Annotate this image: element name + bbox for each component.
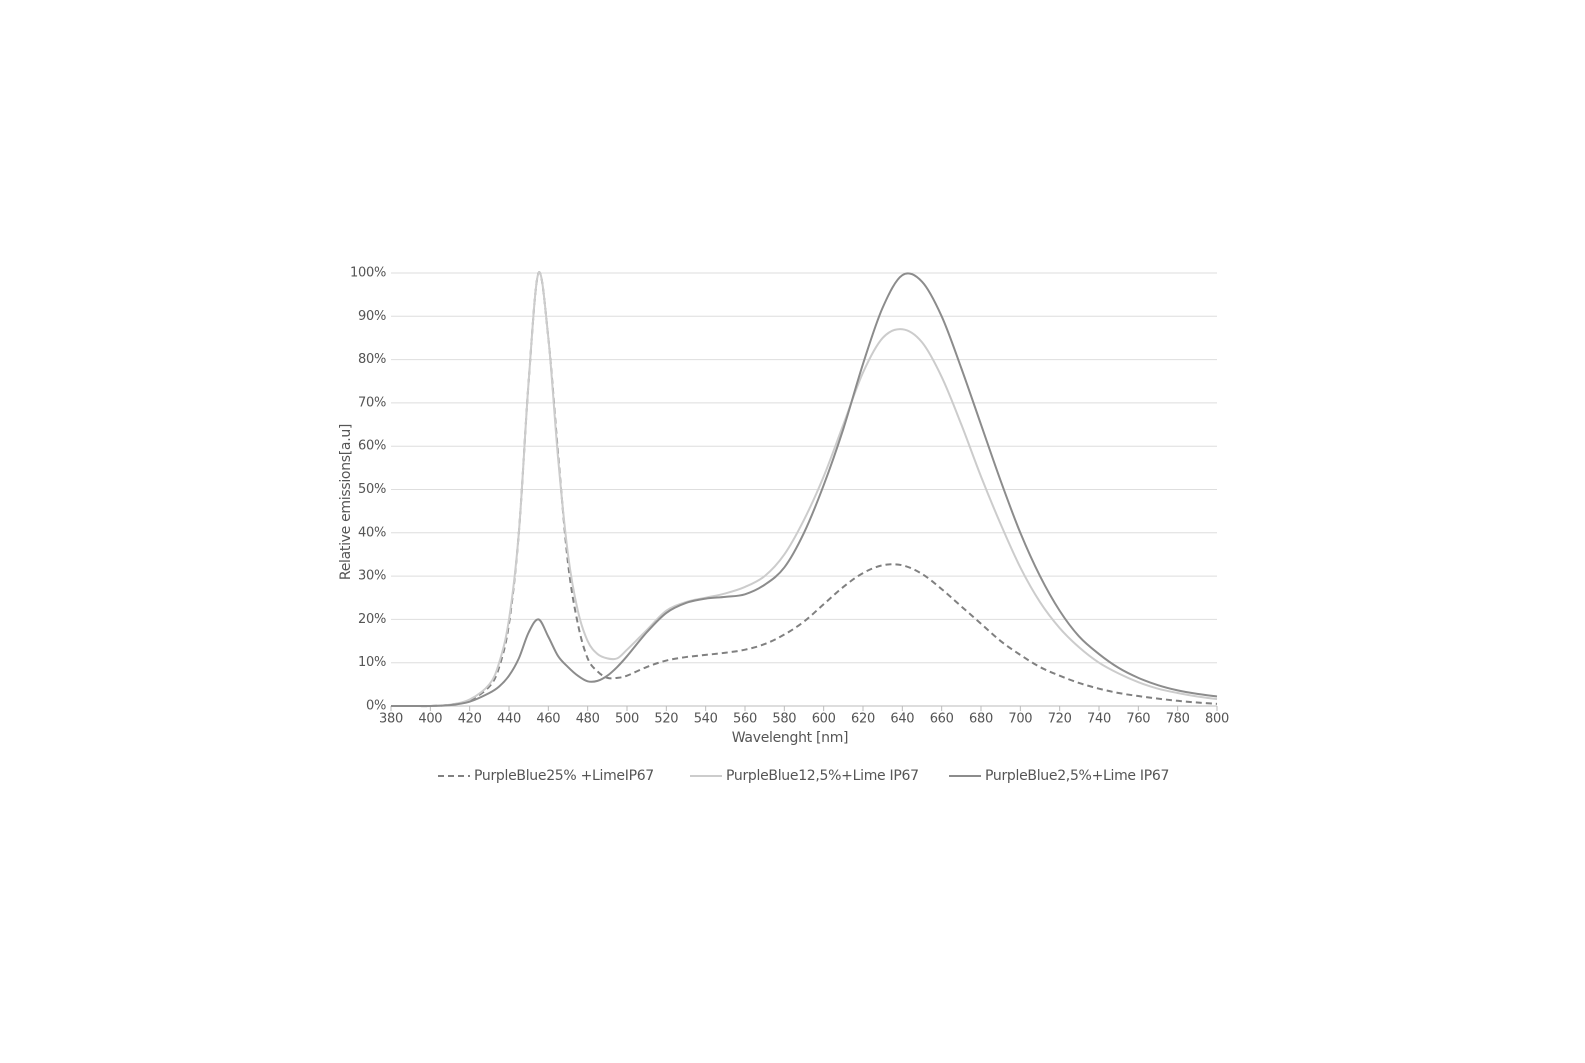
x-tick-label: 580 <box>772 712 796 727</box>
y-tick-label: 20% <box>358 612 386 627</box>
y-tick-label: 50% <box>358 482 386 497</box>
x-tick-label: 740 <box>1087 712 1111 727</box>
series-line <box>391 271 1218 708</box>
x-tick-label: 620 <box>851 712 875 727</box>
y-tick-label: 10% <box>358 655 386 670</box>
x-tick-label: 540 <box>694 712 718 727</box>
series-line <box>391 272 1218 708</box>
x-tick-label: 420 <box>458 712 482 727</box>
x-tick-label: 800 <box>1205 712 1229 727</box>
x-tick-label: 640 <box>890 712 914 727</box>
y-tick-label: 40% <box>358 525 386 540</box>
y-tick-label: 80% <box>358 352 386 367</box>
x-tick-label: 520 <box>654 712 678 727</box>
x-tick-label: 760 <box>1126 712 1150 727</box>
x-tick-label: 700 <box>1008 712 1032 727</box>
legend-label: PurpleBlue25% +LimeIP67 <box>474 768 654 784</box>
x-tick-label: 500 <box>615 712 639 727</box>
x-tick-label: 560 <box>733 712 757 727</box>
x-axis-title: Wavelenght [nm] <box>732 730 848 746</box>
y-tick-label: 60% <box>358 439 386 454</box>
x-tick-label: 380 <box>379 712 403 727</box>
legend-label: PurpleBlue2,5%+Lime IP67 <box>985 768 1169 784</box>
x-tick-label: 600 <box>812 712 836 727</box>
y-axis-title: Relative emissions[a.u] <box>338 424 354 580</box>
x-tick-label: 480 <box>576 712 600 727</box>
y-tick-label: 90% <box>358 309 386 324</box>
series-line <box>391 271 1218 708</box>
y-tick-label: 30% <box>358 569 386 584</box>
y-tick-label: 0% <box>366 699 386 714</box>
x-tick-label: 440 <box>497 712 521 727</box>
x-tick-label: 680 <box>969 712 993 727</box>
y-tick-label: 100% <box>350 266 386 281</box>
legend-label: PurpleBlue12,5%+Lime IP67 <box>726 768 919 784</box>
x-tick-label: 460 <box>536 712 560 727</box>
x-tick-label: 720 <box>1048 712 1072 727</box>
y-tick-label: 70% <box>358 395 386 410</box>
x-tick-label: 660 <box>930 712 954 727</box>
x-tick-label: 400 <box>418 712 442 727</box>
x-tick-label: 780 <box>1166 712 1190 727</box>
